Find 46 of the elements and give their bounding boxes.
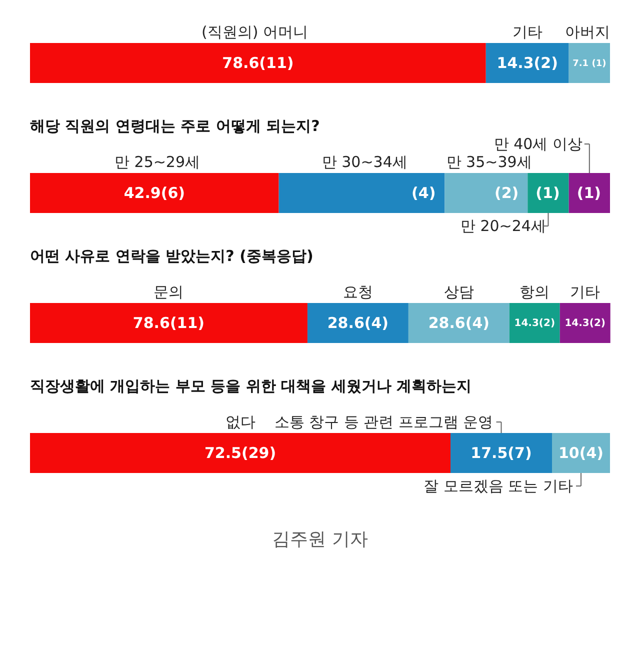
- bar: [560, 303, 610, 343]
- series-label: 기타: [512, 23, 542, 41]
- chart-title: 어떤 사유로 연락을 받았는지? (중복응답): [30, 247, 314, 265]
- data-label: 42.9(6): [124, 184, 185, 202]
- annotation: (2): [494, 184, 519, 202]
- series-label: 요청: [342, 283, 373, 301]
- chart-title: 해당 직원의 연령대는 주로 어떻게 되는지?: [30, 117, 320, 135]
- series-label: 기타: [570, 283, 600, 301]
- annotation: (1): [576, 184, 601, 202]
- data-label: 72.5(29): [204, 444, 276, 462]
- data-label: 14.3(2): [496, 54, 558, 72]
- series-label: 만 40세 이상: [494, 135, 582, 153]
- data-label: 78.6(11): [132, 314, 205, 332]
- series-label: 없다: [225, 413, 256, 431]
- data-label: 7.1 (1): [572, 59, 606, 69]
- series-label: 상담: [444, 283, 474, 301]
- bar: [30, 303, 308, 343]
- series-label: 만 35~39세: [446, 153, 532, 171]
- series-label: 만 20~24세: [460, 217, 546, 235]
- data-label: 28.6(4): [327, 314, 389, 332]
- chart-title: 직장생활에 개입하는 부모 등을 위한 대책을 세웠거나 계획하는지: [30, 377, 472, 395]
- bar: [408, 303, 510, 343]
- annotation: (4): [412, 184, 436, 202]
- data-label: 10(4): [558, 444, 604, 462]
- bar: [509, 303, 560, 343]
- series-label: 잘 모르겠음 또는 기타: [424, 477, 573, 495]
- text: 김주원 기자: [271, 528, 369, 551]
- data-label: 14.3(2): [514, 318, 556, 329]
- data-label: 14.3(2): [564, 318, 606, 329]
- bar: [444, 173, 528, 213]
- data-label: 78.6(11): [222, 54, 294, 72]
- series-label: 문의: [154, 283, 184, 301]
- bar: [528, 173, 569, 213]
- bar: [278, 173, 445, 213]
- bar: [30, 173, 279, 213]
- series-label: 항의: [520, 283, 550, 301]
- annotation: (1): [536, 184, 560, 202]
- series-label: 만 25~29세: [114, 153, 200, 171]
- data-label: 17.5(7): [470, 444, 532, 462]
- bar: [307, 303, 408, 343]
- series-label: 아버지: [565, 23, 610, 41]
- series-label: 만 30~34세: [322, 153, 408, 171]
- data-label: 28.6(4): [428, 314, 490, 332]
- bar: [568, 173, 610, 213]
- series-label: (직원의) 어머니: [202, 23, 308, 41]
- series-label: 소통 창구 등 관련 프로그램 운영: [274, 413, 494, 431]
